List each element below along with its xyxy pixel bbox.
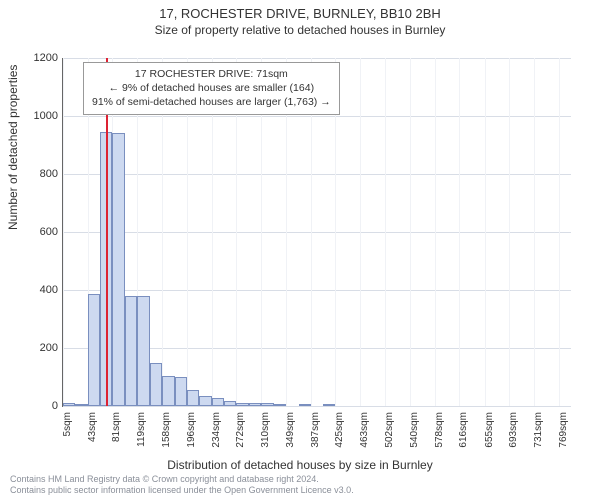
- gridline-v: [509, 58, 510, 406]
- y-tick-label: 1200: [18, 52, 58, 64]
- y-tick-label: 400: [18, 284, 58, 296]
- histogram-bar: [224, 401, 236, 406]
- histogram-bar: [236, 403, 248, 406]
- annotation-box: 17 ROCHESTER DRIVE: 71sqm ← 9% of detach…: [83, 62, 340, 115]
- histogram-bar: [75, 404, 87, 406]
- gridline-v: [534, 58, 535, 406]
- gridline-v: [459, 58, 460, 406]
- histogram-bar: [125, 296, 137, 406]
- y-tick-label: 200: [18, 342, 58, 354]
- gridline-v: [485, 58, 486, 406]
- gridline-h: [63, 58, 571, 59]
- annotation-line3: 91% of semi-detached houses are larger (…: [92, 95, 331, 109]
- gridline-v: [559, 58, 560, 406]
- footer-attribution: Contains HM Land Registry data © Crown c…: [10, 474, 354, 497]
- chart-subtitle: Size of property relative to detached ho…: [0, 21, 600, 41]
- page-title: 17, ROCHESTER DRIVE, BURNLEY, BB10 2BH: [0, 0, 600, 21]
- histogram-bar: [199, 396, 211, 406]
- footer-line1: Contains HM Land Registry data © Crown c…: [10, 474, 354, 485]
- gridline-v: [385, 58, 386, 406]
- gridline-v: [360, 58, 361, 406]
- annotation-line2: ← 9% of detached houses are smaller (164…: [92, 81, 331, 95]
- histogram-bar: [274, 404, 286, 406]
- histogram-bar: [137, 296, 150, 406]
- histogram-bar: [299, 404, 311, 406]
- histogram-bar: [112, 133, 124, 406]
- footer-line2: Contains public sector information licen…: [10, 485, 354, 496]
- y-tick-label: 800: [18, 168, 58, 180]
- histogram-bar: [323, 404, 335, 406]
- histogram-bar: [88, 294, 100, 406]
- y-tick-label: 0: [18, 400, 58, 412]
- histogram-bar: [187, 390, 199, 406]
- y-tick-label: 1000: [18, 110, 58, 122]
- gridline-h: [63, 406, 571, 407]
- histogram-bar: [162, 376, 174, 406]
- gridline-h: [63, 116, 571, 117]
- gridline-v: [410, 58, 411, 406]
- gridline-v: [63, 58, 64, 406]
- y-tick-label: 600: [18, 226, 58, 238]
- gridline-h: [63, 232, 571, 233]
- chart-container: 17, ROCHESTER DRIVE, BURNLEY, BB10 2BH S…: [0, 0, 600, 500]
- gridline-h: [63, 290, 571, 291]
- plot-area: 17 ROCHESTER DRIVE: 71sqm ← 9% of detach…: [62, 58, 571, 407]
- gridline-h: [63, 174, 571, 175]
- histogram-bar: [261, 403, 274, 406]
- x-axis-label: Distribution of detached houses by size …: [0, 458, 600, 472]
- histogram-bar: [249, 403, 261, 406]
- y-axis-label: Number of detached properties: [6, 65, 20, 230]
- annotation-line1: 17 ROCHESTER DRIVE: 71sqm: [92, 67, 331, 81]
- gridline-v: [435, 58, 436, 406]
- histogram-bar: [63, 403, 75, 406]
- histogram-bar: [212, 398, 224, 406]
- histogram-bar: [175, 377, 187, 406]
- histogram-bar: [150, 363, 162, 407]
